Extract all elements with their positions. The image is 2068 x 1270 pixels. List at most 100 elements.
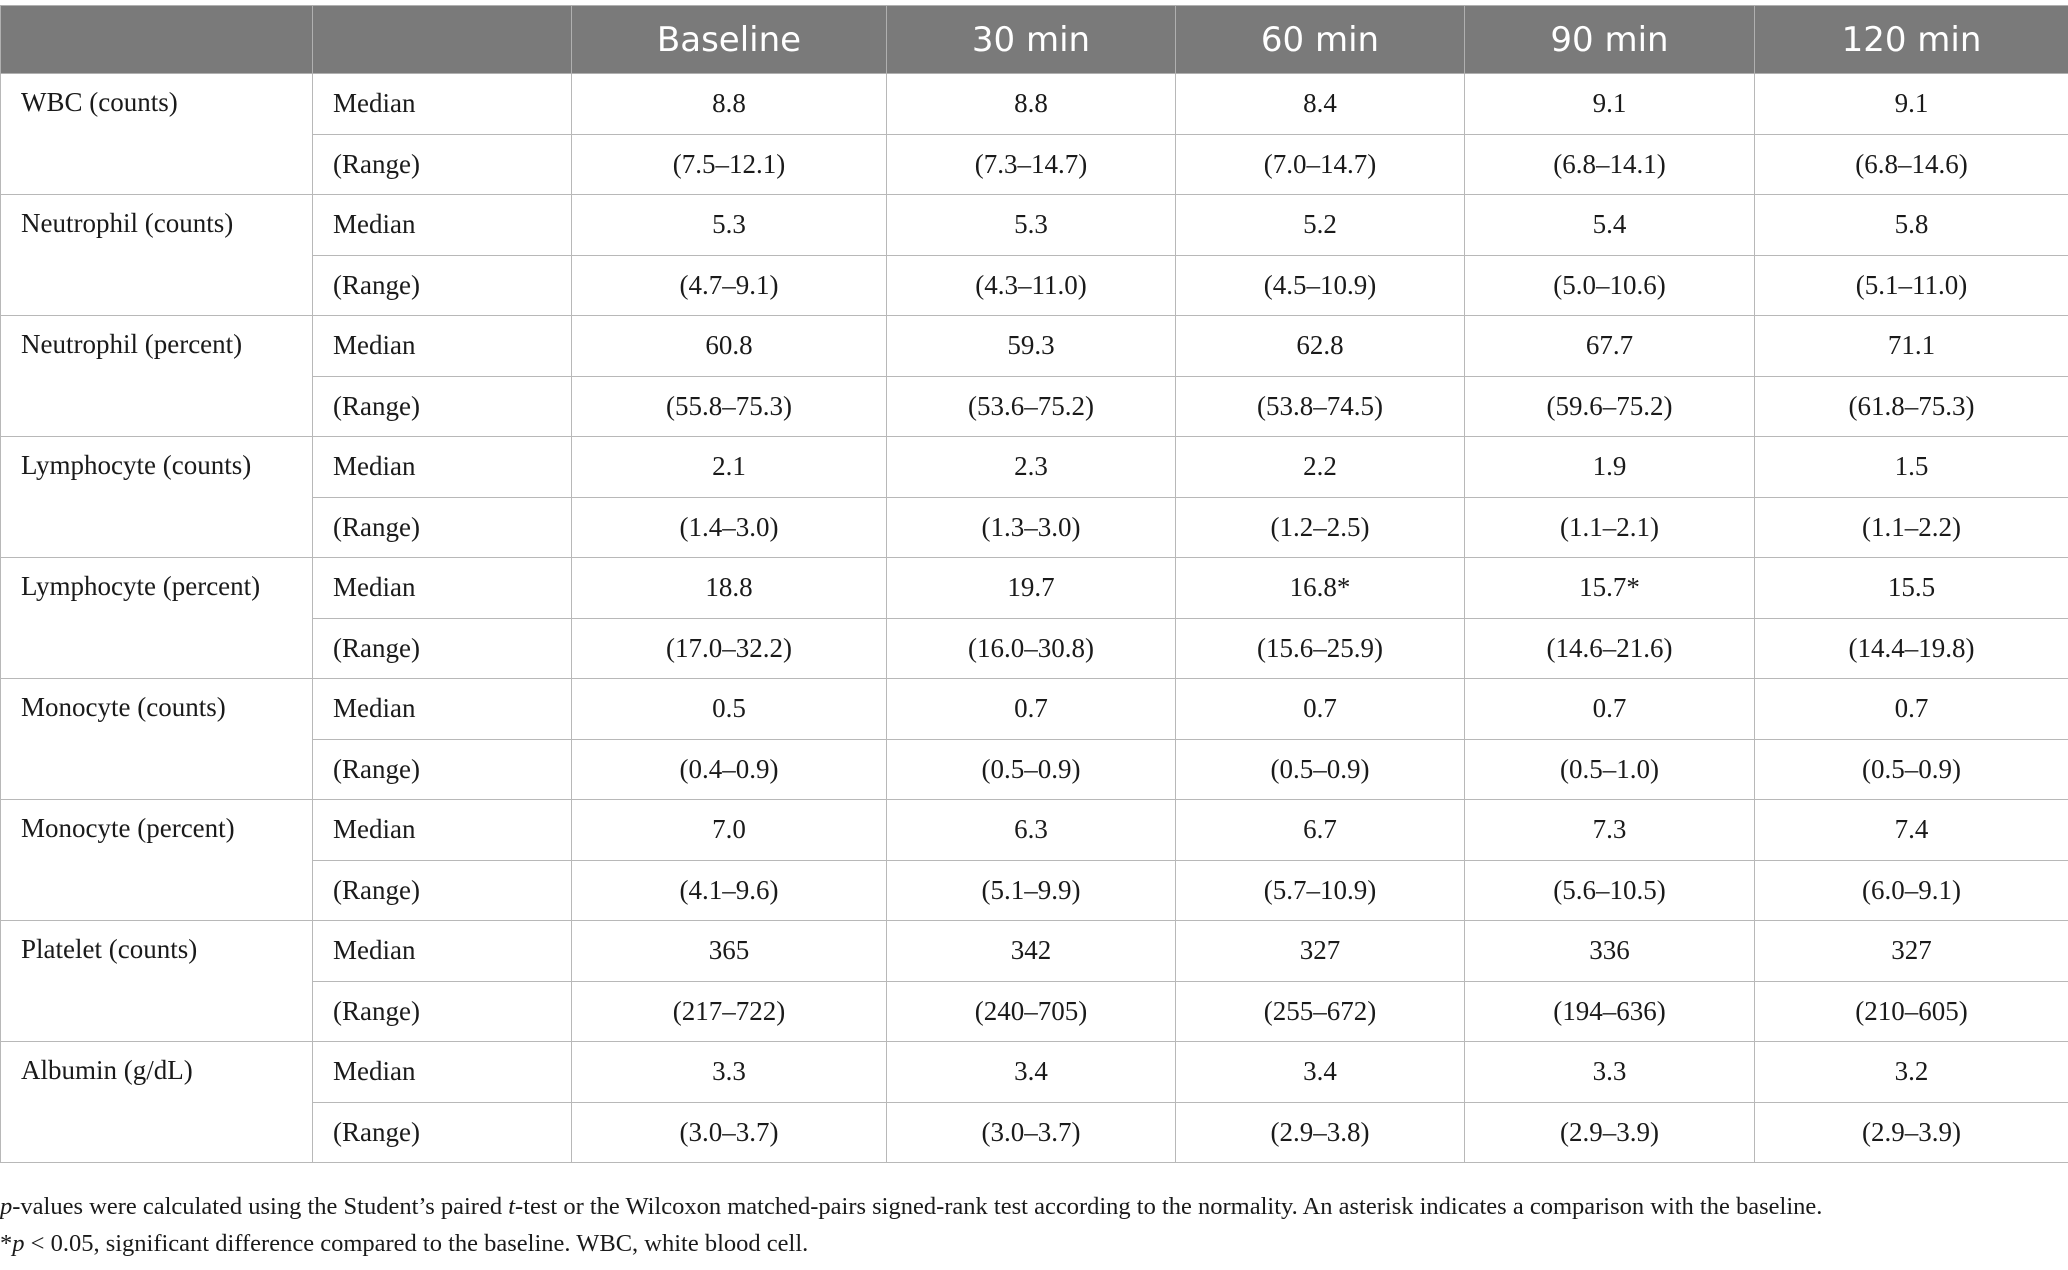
header-cell-90min: 90 min [1464, 5, 1755, 74]
value-cell: (55.8–75.3) [571, 375, 887, 437]
header-cell-baseline: Baseline [571, 5, 887, 74]
value-cell: (5.7–10.9) [1175, 859, 1465, 921]
table-row: Neutrophil (counts) Median 5.3 5.3 5.2 5.4 5.8 [0, 194, 2068, 316]
value-cell: (3.0–3.7) [571, 1101, 887, 1163]
value-cell: 60.8 [571, 315, 887, 377]
value-cell: (5.1–11.0) [1754, 254, 2068, 316]
value-cell: (5.0–10.6) [1464, 254, 1755, 316]
table-row: Lymphocyte (counts) Median 2.1 2.3 2.2 1.9 1.5 [0, 436, 2068, 558]
footnote-asterisk: * [0, 1230, 13, 1257]
value-cell: (14.6–21.6) [1464, 617, 1755, 679]
stat-label: Median [312, 436, 572, 498]
footnote-italic-p: p [0, 1193, 13, 1220]
value-cell: (1.1–2.2) [1754, 496, 2068, 558]
value-cell: (1.2–2.5) [1175, 496, 1465, 558]
value-cell: (1.3–3.0) [886, 496, 1176, 558]
value-cell: 7.3 [1464, 799, 1755, 861]
footnote-line-2: *p < 0.05, significant difference compar… [0, 1225, 2068, 1262]
table-header: Baseline 30 min 60 min 90 min 120 min [0, 5, 2068, 74]
header-cell-60min: 60 min [1175, 5, 1465, 74]
value-cell: (3.0–3.7) [886, 1101, 1176, 1163]
value-cell: 6.3 [886, 799, 1176, 861]
value-cell: (6.0–9.1) [1754, 859, 2068, 921]
value-cell: (7.3–14.7) [886, 133, 1176, 195]
value-cell: (1.4–3.0) [571, 496, 887, 558]
value-cell: (6.8–14.1) [1464, 133, 1755, 195]
table-row: (Range) (4.1–9.6) (5.1–9.9) (5.7–10.9) (5.6–… [1, 859, 2068, 921]
value-cell: 3.3 [1464, 1041, 1755, 1103]
value-cell: 2.2 [1175, 436, 1465, 498]
value-cell: 3.3 [571, 1041, 887, 1103]
value-cell: (0.5–0.9) [1175, 738, 1465, 800]
row-group-label: Neutrophil (counts) [0, 194, 313, 316]
value-cell: (4.7–9.1) [571, 254, 887, 316]
value-cell: 8.4 [1175, 73, 1465, 135]
row-group-label: Lymphocyte (counts) [0, 436, 313, 558]
row-group-label: WBC (counts) [0, 73, 313, 195]
value-cell: (2.9–3.9) [1754, 1101, 2068, 1163]
footnote-line-1: p-values were calculated using the Stude… [0, 1188, 2068, 1225]
table-row: Monocyte (counts) Median 0.5 0.7 0.7 0.7 0.7 [0, 678, 2068, 800]
stat-label: (Range) [312, 375, 572, 437]
value-cell: (210–605) [1754, 980, 2068, 1042]
value-cell: (53.6–75.2) [886, 375, 1176, 437]
table-body: WBC (counts) Median 8.8 8.8 8.4 9.1 9.1 (Range)… [0, 73, 2068, 1163]
header-row: Baseline 30 min 60 min 90 min 120 min [0, 5, 2068, 74]
value-cell: (17.0–32.2) [571, 617, 887, 679]
stat-label: (Range) [312, 738, 572, 800]
value-cell: 8.8 [886, 73, 1176, 135]
row-group-label: Monocyte (percent) [0, 799, 313, 921]
footnote-italic-t: t [508, 1193, 516, 1220]
value-cell: 5.3 [886, 194, 1176, 256]
stat-label: Median [312, 920, 572, 982]
value-cell: 0.7 [1754, 678, 2068, 740]
stat-label: Median [312, 73, 572, 135]
table-footnotes: p-values were calculated using the Stude… [0, 1188, 2068, 1262]
table-row: WBC (counts) Median 8.8 8.8 8.4 9.1 9.1 [0, 73, 2068, 195]
value-cell: 3.4 [1175, 1041, 1465, 1103]
stat-label: Median [312, 678, 572, 740]
value-cell: 15.7* [1464, 557, 1755, 619]
value-cell: 327 [1175, 920, 1465, 982]
table-row: (Range) (4.7–9.1) (4.3–11.0) (4.5–10.9) (5.0… [1, 254, 2068, 316]
stat-label: (Range) [312, 496, 572, 558]
value-cell: (217–722) [571, 980, 887, 1042]
value-cell: 18.8 [571, 557, 887, 619]
value-cell: (14.4–19.8) [1754, 617, 2068, 679]
value-cell: (4.1–9.6) [571, 859, 887, 921]
value-cell: (59.6–75.2) [1464, 375, 1755, 437]
table-row: Monocyte (percent) Median 7.0 6.3 6.7 7.3 7.4 [0, 799, 2068, 921]
stat-label: (Range) [312, 617, 572, 679]
value-cell: 5.2 [1175, 194, 1465, 256]
value-cell: (2.9–3.9) [1464, 1101, 1755, 1163]
value-cell: 16.8* [1175, 557, 1465, 619]
value-cell: 9.1 [1754, 73, 2068, 135]
value-cell: (61.8–75.3) [1754, 375, 2068, 437]
footnote-text: -values were calculated using the Studen… [12, 1193, 509, 1220]
value-cell: 3.4 [886, 1041, 1176, 1103]
value-cell: (0.5–0.9) [1754, 738, 2068, 800]
footnote-text: -test or the Wilcoxon matched-pairs sign… [515, 1193, 1823, 1220]
row-group-label: Platelet (counts) [0, 920, 313, 1042]
table-row: (Range) (3.0–3.7) (3.0–3.7) (2.9–3.8) (2.9–3… [1, 1101, 2068, 1163]
value-cell: (4.3–11.0) [886, 254, 1176, 316]
value-cell: 6.7 [1175, 799, 1465, 861]
value-cell: (2.9–3.8) [1175, 1101, 1465, 1163]
stat-label: (Range) [312, 1101, 572, 1163]
row-group-label: Neutrophil (percent) [0, 315, 313, 437]
value-cell: 62.8 [1175, 315, 1465, 377]
value-cell: (0.4–0.9) [571, 738, 887, 800]
value-cell: (16.0–30.8) [886, 617, 1176, 679]
footnote-italic-p: p [12, 1230, 25, 1257]
value-cell: 0.5 [571, 678, 887, 740]
value-cell: (53.8–74.5) [1175, 375, 1465, 437]
stat-label: (Range) [312, 254, 572, 316]
header-cell-120min: 120 min [1754, 5, 2068, 74]
stat-label: Median [312, 1041, 572, 1103]
table-row: Lymphocyte (percent) Median 18.8 19.7 16.8* 1… [0, 557, 2068, 679]
value-cell: 365 [571, 920, 887, 982]
value-cell: 71.1 [1754, 315, 2068, 377]
value-cell: 342 [886, 920, 1176, 982]
value-cell: 5.4 [1464, 194, 1755, 256]
table-row: (Range) (217–722) (240–705) (255–672) (194–6… [1, 980, 2068, 1042]
